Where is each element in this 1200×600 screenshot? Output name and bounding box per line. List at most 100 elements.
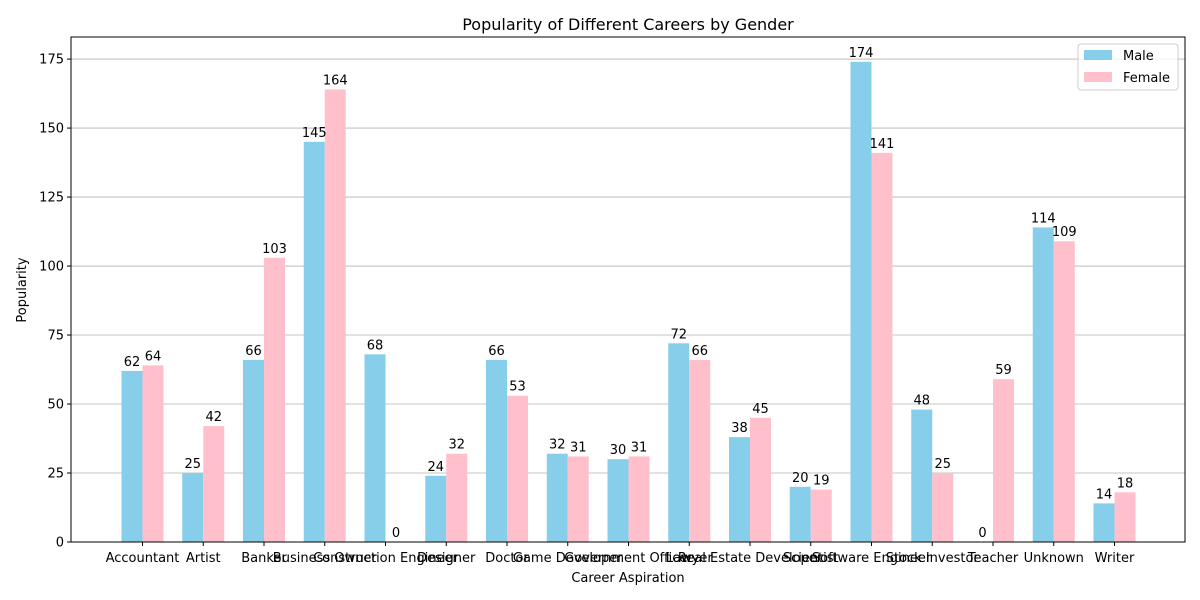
bar-male [121, 370, 143, 542]
legend-swatch-male [1084, 50, 1112, 60]
bar-value-label: 66 [245, 344, 262, 359]
bar-female [1114, 492, 1136, 542]
y-tick-label: 75 [47, 329, 64, 344]
bar-value-label: 38 [731, 421, 748, 436]
bar-value-label: 66 [488, 344, 505, 359]
bar-female [932, 473, 954, 542]
legend: Male Female [1077, 43, 1179, 91]
bar-male [789, 486, 811, 542]
x-tick-label: Lawyer [666, 551, 714, 566]
chart-title: Popularity of Different Careers by Gende… [462, 15, 794, 34]
bar-value-label: 53 [509, 380, 526, 395]
bar-male [486, 359, 507, 542]
x-axis-label: Career Aspiration [571, 571, 684, 586]
bar-value-label: 0 [978, 526, 986, 541]
bar-value-label: 59 [995, 363, 1012, 378]
bar-female [446, 453, 468, 542]
bar-value-label: 14 [1096, 487, 1113, 502]
bar-value-label: 30 [610, 443, 627, 458]
bar-value-label: 25 [934, 457, 951, 472]
bar-labels: 62 64 25 42 66 103 145 164 68 0 24 32 66 53 32 31 30 31 72… [124, 46, 1134, 541]
x-tick-label: Unknown [1024, 551, 1084, 566]
x-tick-label: Scientist [783, 551, 839, 566]
bar-value-label: 20 [792, 471, 809, 486]
y-tick-label: 175 [39, 53, 64, 68]
bar-value-label: 32 [448, 438, 465, 453]
x-tick-label: Doctor [485, 551, 529, 566]
bar-male [668, 343, 690, 542]
bar-female [628, 456, 650, 542]
x-tick-label: Accountant [106, 551, 180, 566]
bar-value-label: 72 [670, 327, 687, 342]
bar-female [689, 359, 711, 542]
x-tick-label: Business Owner [273, 551, 378, 566]
bar-value-label: 114 [1031, 211, 1056, 226]
y-tick-label: 100 [39, 260, 64, 275]
bar-female [264, 257, 285, 542]
bar-value-label: 145 [302, 126, 327, 141]
bar-male [364, 354, 386, 542]
x-tick-label: Real Estate Developer [678, 551, 823, 566]
bar-value-label: 45 [752, 402, 769, 417]
bar-female [567, 456, 589, 542]
bar-value-label: 25 [184, 457, 201, 472]
y-tick-label: 25 [47, 467, 64, 482]
bar-value-label: 42 [205, 410, 222, 425]
bar-value-label: 141 [870, 137, 895, 152]
bar-male [182, 473, 204, 542]
bar-female [142, 365, 164, 542]
bar-female [810, 489, 832, 542]
y-tick-label: 50 [47, 398, 64, 413]
y-axis-label: Popularity [15, 257, 30, 322]
bar-value-label: 62 [124, 355, 141, 370]
bar-value-label: 31 [570, 440, 587, 455]
bar-male [546, 453, 568, 542]
bar-value-label: 68 [367, 338, 384, 353]
bars [121, 61, 1136, 543]
bar-male [243, 359, 264, 542]
bar-value-label: 24 [427, 460, 444, 475]
x-tick-label: Software Engineer [812, 551, 932, 566]
bar-value-label: 103 [262, 242, 287, 257]
y-axis: 0 25 50 75 100 125 150 175 [39, 53, 71, 551]
bar-value-label: 66 [691, 344, 708, 359]
bar-value-label: 18 [1117, 476, 1134, 491]
bar-female [871, 152, 893, 542]
bar-male [425, 475, 447, 542]
bar-female [507, 395, 528, 542]
legend-label-male: Male [1123, 49, 1154, 64]
bar-male [911, 409, 933, 542]
bar-female [203, 426, 225, 542]
bar-value-label: 64 [145, 349, 162, 364]
bar-value-label: 0 [392, 526, 400, 541]
bar-female [750, 417, 771, 542]
bar-male [850, 61, 872, 543]
bar-male [303, 141, 325, 542]
x-tick-label: Construction Engineer [313, 551, 458, 566]
x-tick-label: Writer [1095, 551, 1135, 566]
x-tick-label: Stock Investor [886, 551, 980, 566]
y-tick-label: 0 [56, 536, 64, 551]
bar-value-label: 109 [1052, 225, 1077, 240]
y-tick-label: 125 [39, 191, 64, 206]
legend-label-female: Female [1123, 71, 1170, 86]
x-tick-label: Banker [241, 551, 287, 566]
x-tick-label: Game Developer [513, 551, 623, 566]
bar-female [1053, 241, 1075, 543]
bar-value-label: 31 [631, 440, 648, 455]
x-tick-label: Teacher [967, 551, 1019, 566]
bar-male [1093, 503, 1115, 542]
bar-male [607, 459, 629, 542]
bar-value-label: 174 [849, 46, 874, 61]
legend-swatch-female [1084, 72, 1112, 82]
bar-male [1032, 227, 1054, 542]
y-tick-label: 150 [39, 122, 64, 137]
x-tick-label: Designer [417, 551, 476, 566]
bar-female [993, 379, 1014, 542]
x-tick-label: Government Officer [564, 551, 693, 566]
bar-value-label: 19 [813, 474, 830, 489]
bar-value-label: 32 [549, 438, 566, 453]
bar-value-label: 164 [323, 73, 348, 88]
